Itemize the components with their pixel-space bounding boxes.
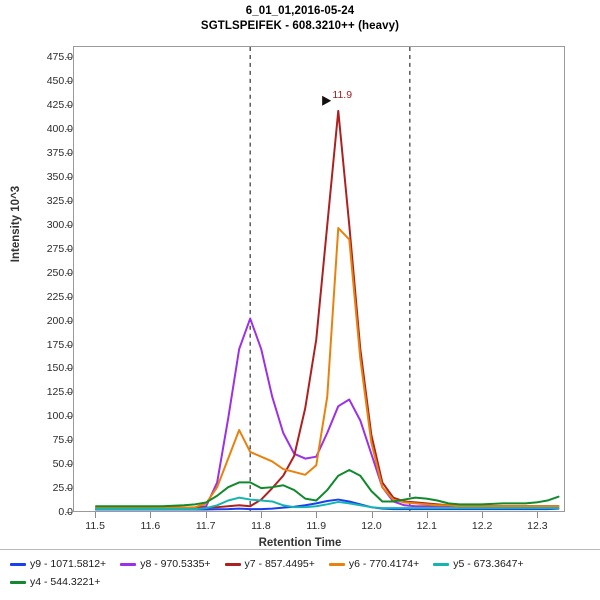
y-tick-label: 450.0 xyxy=(46,75,73,88)
x-tick-label: 11.9 xyxy=(306,520,327,532)
legend: y9 - 1071.5812+ y8 - 970.5335+ y7 - 857.44… xyxy=(0,549,600,600)
y-tick-label: 0.0 xyxy=(58,506,73,518)
legend-color-swatch xyxy=(433,562,450,566)
y-tick-label: 300.0 xyxy=(46,218,73,231)
y-tick-mark xyxy=(66,177,72,179)
x-tick-mark xyxy=(316,512,318,518)
y-tick-mark xyxy=(66,153,72,155)
legend-color-swatch xyxy=(120,562,137,566)
series-line[interactable] xyxy=(95,109,560,510)
y-tick-mark xyxy=(66,105,72,107)
legend-label: y7 - 857.4495+ xyxy=(244,558,315,570)
y-axis: 0.0 25.0 50.0 75.0 100.0 125.0 150.0 175.0 200.0… xyxy=(0,0,73,545)
series-canvas xyxy=(95,47,560,511)
y-tick-label: 25.0 xyxy=(52,482,73,495)
y-tick-label: 75.0 xyxy=(52,434,73,447)
x-tick-mark xyxy=(426,512,428,518)
legend-color-swatch xyxy=(328,562,345,566)
y-tick-label: 250.0 xyxy=(46,266,73,279)
x-tick-label: 12.0 xyxy=(361,520,382,532)
x-tick-label: 11.8 xyxy=(251,520,271,532)
x-tick-mark xyxy=(537,512,539,518)
y-tick-mark xyxy=(66,416,72,418)
peak-annotation-label: 11.9 xyxy=(332,88,353,101)
x-tick-label: 11.5 xyxy=(85,520,105,532)
legend-color-swatch xyxy=(10,562,26,566)
y-tick-label: 475.0 xyxy=(46,51,73,64)
title-line-2: SGTLSPEIFEK - 608.3210++ (heavy) xyxy=(200,20,400,32)
y-tick-mark xyxy=(66,440,72,442)
x-tick-mark xyxy=(482,512,484,518)
y-tick-mark xyxy=(66,248,72,250)
chart-container: 0.0 25.0 50.0 75.0 100.0 125.0 150.0 175.0 200.0… xyxy=(0,0,565,549)
plot-area[interactable] xyxy=(73,46,565,512)
series-line[interactable] xyxy=(95,317,560,510)
x-axis: 11.5 11.6 11.7 11.8 11.9 12.0 12.1 12.2 12.3 Ret… xyxy=(0,512,600,558)
series-line[interactable] xyxy=(95,496,560,511)
y-tick-label: 350.0 xyxy=(46,171,73,184)
y-tick-label: 50.0 xyxy=(52,458,73,471)
x-tick-label: 12.2 xyxy=(471,520,493,532)
x-tick-label: 11.6 xyxy=(140,520,161,532)
x-tick-mark xyxy=(371,512,373,518)
series-line[interactable] xyxy=(95,227,560,510)
y-tick-mark xyxy=(66,224,72,226)
y-tick-mark xyxy=(66,488,72,490)
legend-label: y9 - 1071.5812+ xyxy=(30,558,107,570)
legend-color-swatch xyxy=(224,562,241,566)
x-tick-label: 11.7 xyxy=(195,520,216,532)
peak-annotation[interactable]: 11.9 xyxy=(322,88,352,106)
y-tick-label: 375.0 xyxy=(46,147,73,160)
legend-label: y4 - 544.3221+ xyxy=(30,576,101,588)
y-tick-mark xyxy=(66,344,72,346)
y-tick-mark xyxy=(66,57,72,59)
y-tick-label: 200.0 xyxy=(46,314,73,327)
y-tick-label: 175.0 xyxy=(46,338,73,351)
legend-item[interactable]: y4 - 544.3221+ xyxy=(10,576,100,588)
y-tick-label: 100.0 xyxy=(46,410,73,423)
x-tick-mark xyxy=(205,512,207,518)
y-axis-label: Intensity 10^3 xyxy=(10,185,22,263)
legend-label: y6 - 770.4174+ xyxy=(348,558,420,570)
x-tick-mark xyxy=(260,512,262,518)
x-tick-label: 12.1 xyxy=(416,520,438,532)
y-tick-mark xyxy=(66,272,72,274)
series-line[interactable] xyxy=(95,469,560,508)
y-tick-label: 325.0 xyxy=(46,195,73,207)
legend-row: y9 - 1071.5812+ y8 - 970.5335+ y7 - 857.44… xyxy=(10,558,590,594)
y-tick-label: 150.0 xyxy=(46,362,73,375)
legend-item[interactable]: y7 - 857.4495+ xyxy=(224,558,315,570)
title-line-1: 6_01_01,2016-05-24 xyxy=(245,5,355,17)
x-tick-label: 12.3 xyxy=(527,520,548,532)
x-axis-label: Retention Time xyxy=(258,537,342,549)
legend-color-swatch xyxy=(10,580,26,584)
y-tick-mark xyxy=(66,464,72,466)
y-tick-mark xyxy=(66,81,72,83)
legend-item[interactable]: y5 - 673.3647+ xyxy=(433,558,524,570)
legend-label: y8 - 970.5335+ xyxy=(140,558,211,570)
y-tick-mark xyxy=(66,512,72,513)
x-tick-mark xyxy=(95,512,97,518)
y-tick-label: 225.0 xyxy=(46,290,73,303)
legend-item[interactable]: y6 - 770.4174+ xyxy=(328,558,420,570)
chart-title: 6_01_01,2016-05-24 SGTLSPEIFEK - 608.321… xyxy=(0,4,600,34)
y-tick-mark xyxy=(66,320,72,322)
y-tick-mark xyxy=(66,296,72,298)
legend-item[interactable]: y9 - 1071.5812+ xyxy=(10,558,106,570)
y-tick-label: 275.0 xyxy=(46,242,73,255)
y-tick-mark xyxy=(66,392,72,394)
y-tick-label: 125.0 xyxy=(46,386,73,399)
peak-marker-triangle-icon xyxy=(322,95,332,106)
y-tick-mark xyxy=(66,368,72,370)
y-tick-label: 400.0 xyxy=(46,123,73,136)
y-tick-mark xyxy=(66,129,72,131)
legend-label: y5 - 673.3647+ xyxy=(453,558,524,570)
x-tick-mark xyxy=(150,512,152,518)
legend-item[interactable]: y8 - 970.5335+ xyxy=(120,558,211,570)
y-tick-label: 425.0 xyxy=(46,99,73,112)
y-tick-mark xyxy=(66,201,72,202)
